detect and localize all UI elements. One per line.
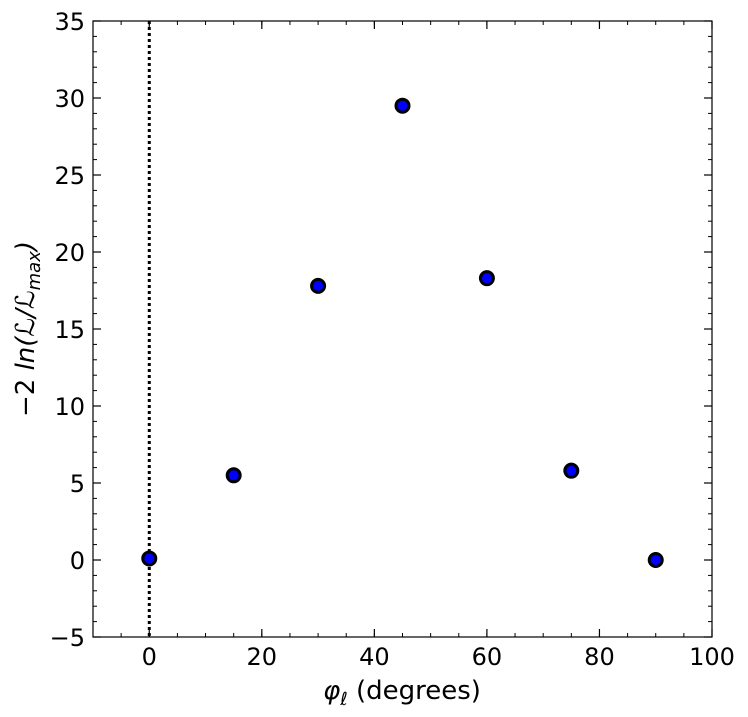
data-point	[310, 277, 327, 294]
y-tick-label: 0	[70, 547, 85, 575]
data-point	[647, 552, 664, 568]
x-tick-label: 0	[142, 643, 157, 671]
x-label-symbol: φ	[323, 676, 340, 706]
data-point	[563, 462, 580, 479]
data-point	[225, 467, 242, 484]
x-tick-label: 80	[584, 643, 615, 671]
x-label-rest: (degrees)	[348, 676, 481, 706]
y-tick-label: 15	[54, 316, 85, 344]
y-tick-label: 25	[54, 162, 85, 190]
plot-frame	[92, 20, 713, 638]
y-tick-label: 10	[54, 393, 85, 421]
x-axis-label: φℓ (degrees)	[323, 676, 481, 710]
y-label-sub: max	[24, 251, 45, 291]
y-tick-label: −5	[50, 624, 85, 652]
x-tick-label: 100	[689, 643, 735, 671]
x-tick-label: 60	[472, 643, 503, 671]
data-point	[141, 550, 158, 567]
data-point	[478, 270, 495, 287]
y-axis-label: −2 ln(ℒ/ℒmax)	[11, 241, 45, 417]
y-tick-label: 35	[54, 8, 85, 36]
x-label-sub: ℓ	[339, 689, 347, 710]
y-tick-label: 30	[54, 85, 85, 113]
y-label-prefix: −2	[11, 370, 41, 417]
y-tick-label: 5	[70, 470, 85, 498]
x-tick-label: 20	[247, 643, 278, 671]
y-tick-label: 20	[54, 239, 85, 267]
x-tick-label: 40	[359, 643, 390, 671]
data-point	[394, 97, 411, 114]
y-label-ln: ln(ℒ/ℒ	[11, 290, 41, 370]
y-label-suffix: )	[11, 241, 41, 253]
